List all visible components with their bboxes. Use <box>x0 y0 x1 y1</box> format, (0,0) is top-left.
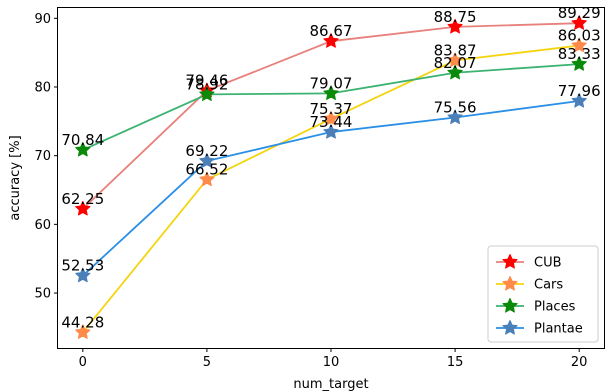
x-tick-label: 0 <box>79 355 87 370</box>
legend: CUB Cars Places Plantae <box>487 245 599 343</box>
y-tick-label: 60 <box>34 218 51 233</box>
data-label-places: 82.07 <box>434 54 477 72</box>
legend-box <box>487 245 599 343</box>
y-tick-label: 80 <box>34 80 51 95</box>
legend-label-cars: Cars <box>534 278 563 293</box>
marker-plantae <box>323 124 339 139</box>
data-label-cub: 62.25 <box>61 190 104 208</box>
marker-places <box>447 64 463 80</box>
axis-ticks: 0 5 10 15 20 50 60 70 80 90 <box>34 12 587 370</box>
marker-cars <box>571 37 587 53</box>
data-labels: 62.25 79.46 86.67 88.75 89.29 44.28 66.52 75.37… <box>61 4 600 331</box>
marker-plantae <box>199 153 215 168</box>
marker-cars <box>199 171 215 187</box>
marker-plantae <box>447 109 463 125</box>
legend-marker-cub <box>502 254 518 269</box>
data-label-plantae: 52.53 <box>61 257 104 275</box>
data-label-plantae: 75.56 <box>434 98 477 116</box>
legend-label-cub: CUB <box>534 256 562 271</box>
x-tick-label: 15 <box>447 355 464 370</box>
data-label-places: 78.92 <box>185 75 228 93</box>
data-label-places: 83.33 <box>558 45 601 63</box>
data-label-cars: 83.87 <box>434 41 477 59</box>
x-tick-label: 20 <box>571 355 588 370</box>
x-tick-label: 10 <box>323 355 340 370</box>
y-tick-label: 90 <box>34 12 51 27</box>
data-label-cars: 66.52 <box>185 161 228 179</box>
marker-places <box>75 141 91 157</box>
marker-cub <box>323 33 339 48</box>
marker-cub <box>75 200 91 216</box>
legend-marker-plantae <box>502 320 518 335</box>
legend-label-plantae: Plantae <box>534 322 583 337</box>
data-label-cars: 75.37 <box>310 100 353 118</box>
data-label-places: 79.07 <box>310 74 353 92</box>
legend-marker-places <box>502 298 518 313</box>
marker-cars <box>323 110 339 126</box>
data-label-cars: 44.28 <box>61 313 104 331</box>
x-tick-label: 5 <box>203 355 211 370</box>
data-label-cub: 86.67 <box>310 22 353 40</box>
data-label-cub: 88.75 <box>434 8 477 26</box>
data-label-cars: 86.03 <box>558 27 601 45</box>
marker-places <box>571 56 587 71</box>
data-label-plantae: 69.22 <box>185 142 228 160</box>
marker-places <box>199 86 215 101</box>
x-axis-label: num_target <box>293 377 368 392</box>
data-label-plantae: 73.44 <box>310 113 353 131</box>
legend-label-places: Places <box>534 300 576 315</box>
marker-plantae <box>75 267 91 283</box>
legend-marker-cars <box>502 276 518 291</box>
marker-cars <box>447 52 463 67</box>
y-tick-label: 70 <box>34 149 51 164</box>
data-label-cub: 79.46 <box>185 72 228 90</box>
data-label-places: 70.84 <box>61 131 104 149</box>
marker-cars <box>75 324 91 339</box>
data-label-cub: 89.29 <box>558 4 601 22</box>
data-label-plantae: 77.96 <box>558 82 601 100</box>
marker-cub <box>447 18 463 34</box>
y-axis-label: accuracy [%] <box>8 135 23 220</box>
y-tick-label: 50 <box>34 287 51 302</box>
series-markers <box>75 15 587 339</box>
marker-places <box>323 85 339 100</box>
marker-cub <box>571 15 587 30</box>
marker-plantae <box>571 93 587 108</box>
